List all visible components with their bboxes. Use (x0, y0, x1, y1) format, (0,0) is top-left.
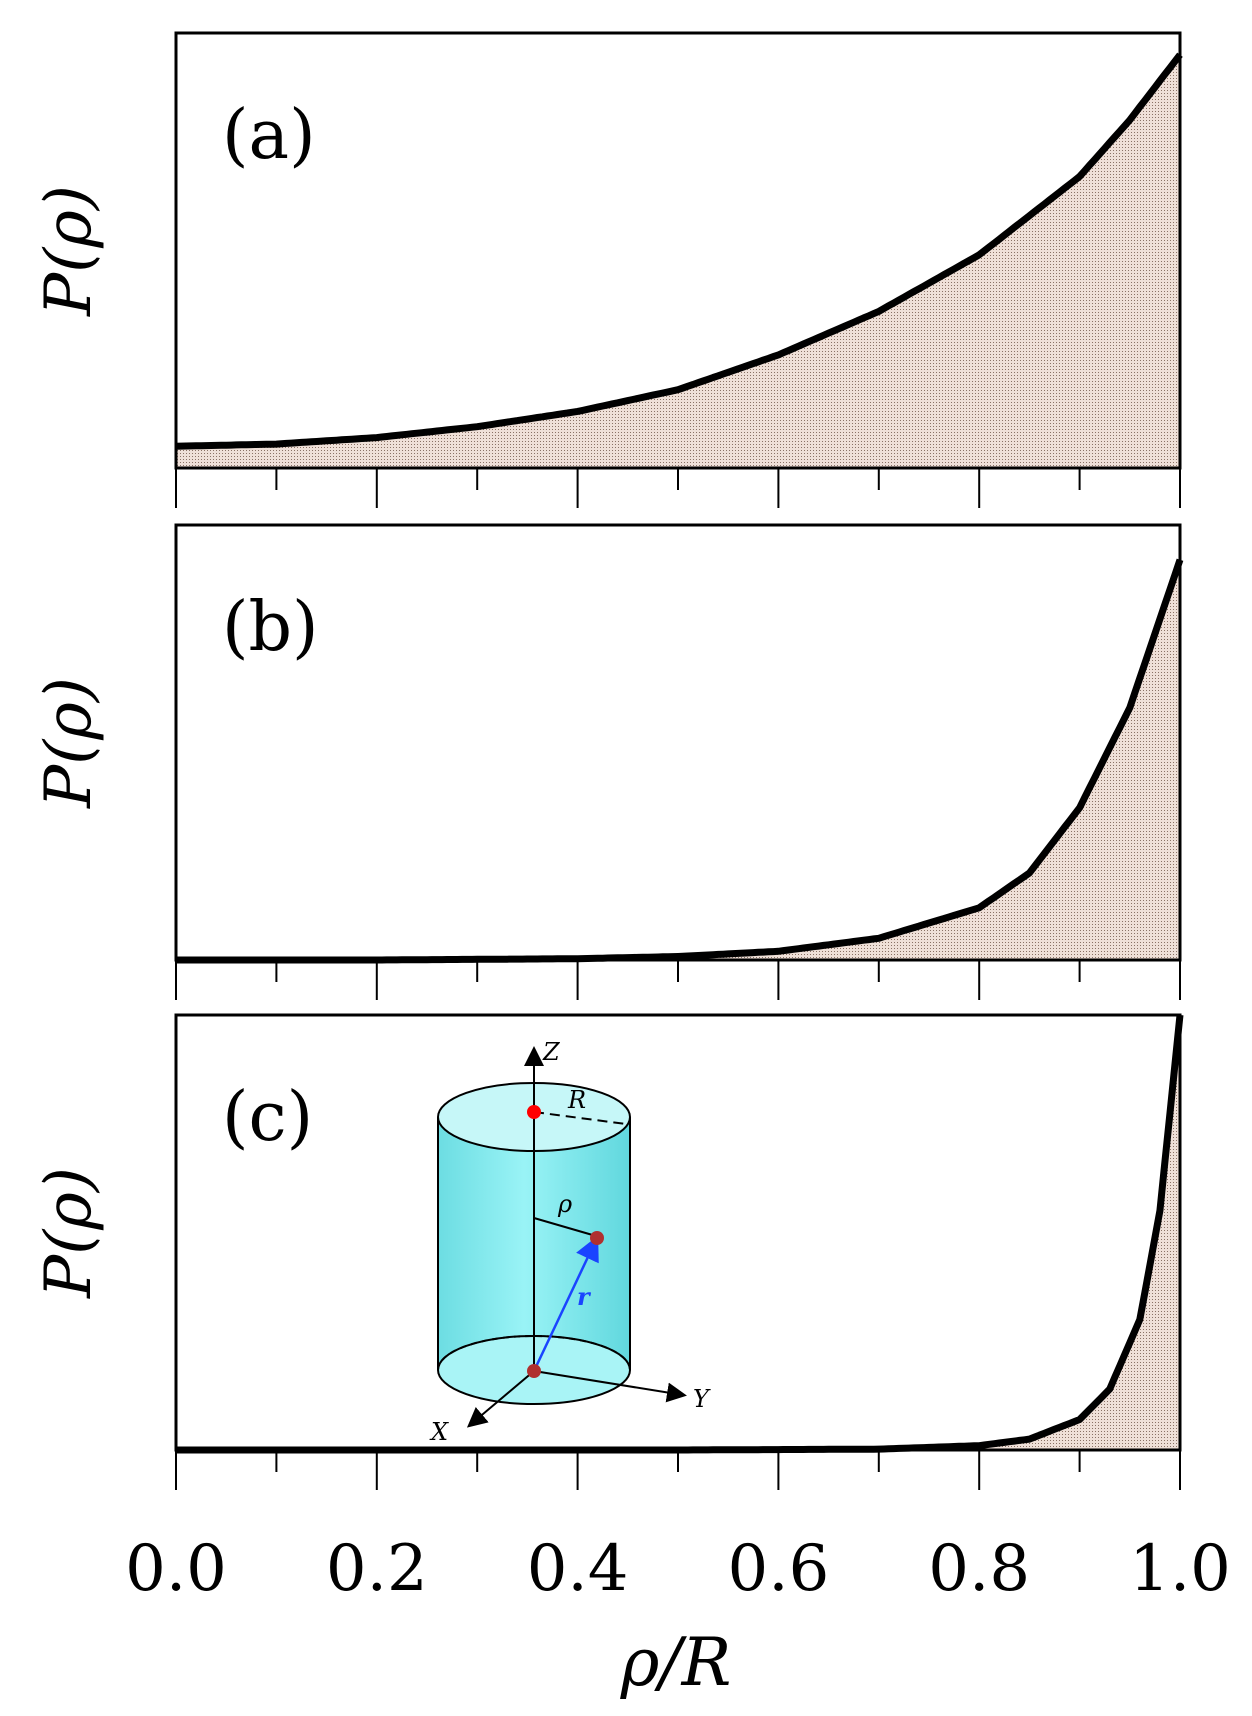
area-fill (176, 559, 1180, 960)
y-axis-label: P(ρ) (32, 185, 106, 317)
panel-label: (b) (222, 588, 319, 667)
rho-label: ρ (557, 1190, 572, 1218)
panel-c: (c) P(ρ) (32, 1013, 1184, 1490)
series-line (175, 52, 1183, 450)
x-axis-3d-label: X (429, 1418, 449, 1446)
particle-point (590, 1231, 604, 1245)
panels: (a) P(ρ) (b) P(ρ) (c) P(ρ) (32, 31, 1184, 1490)
x-tick-label: 0.0 (125, 1532, 227, 1606)
y-axis-label: P(ρ) (32, 1167, 106, 1299)
x-tick-label: 0.4 (527, 1532, 629, 1606)
y-axis-label: Y (693, 1385, 711, 1413)
panel-label: (c) (222, 1078, 313, 1157)
series-line (176, 1014, 1184, 1454)
cylinder-inset: Z Y X R ρ r (429, 1038, 711, 1446)
x-tick-label: 0.2 (326, 1532, 428, 1606)
position-vector (532, 1235, 599, 1372)
vector-label: r (577, 1282, 592, 1311)
x-tick-label: 1.0 (1129, 1532, 1231, 1606)
top-center-point (527, 1105, 541, 1119)
y-axis-label: P(ρ) (32, 677, 106, 809)
x-tick-label: 0.8 (928, 1532, 1030, 1606)
x-axis-label: ρ/R (620, 1624, 732, 1701)
panel-b: (b) P(ρ) (32, 523, 1184, 1000)
radius-label: R (567, 1086, 586, 1114)
z-axis-label: Z (542, 1038, 561, 1066)
panel-a: (a) P(ρ) (32, 31, 1183, 508)
area-fill (176, 1015, 1180, 1450)
area-fill (176, 54, 1180, 469)
x-tick-labels: 0.0 0.2 0.4 0.6 0.8 1.0 (125, 1532, 1231, 1606)
x-axis-3d (466, 1370, 535, 1428)
panel-label: (a) (222, 96, 316, 175)
origin-point (527, 1364, 541, 1378)
y-axis (533, 1370, 687, 1403)
x-tick-label: 0.6 (728, 1532, 830, 1606)
rho-line (533, 1217, 597, 1237)
plot-frame (174, 1013, 1182, 1452)
